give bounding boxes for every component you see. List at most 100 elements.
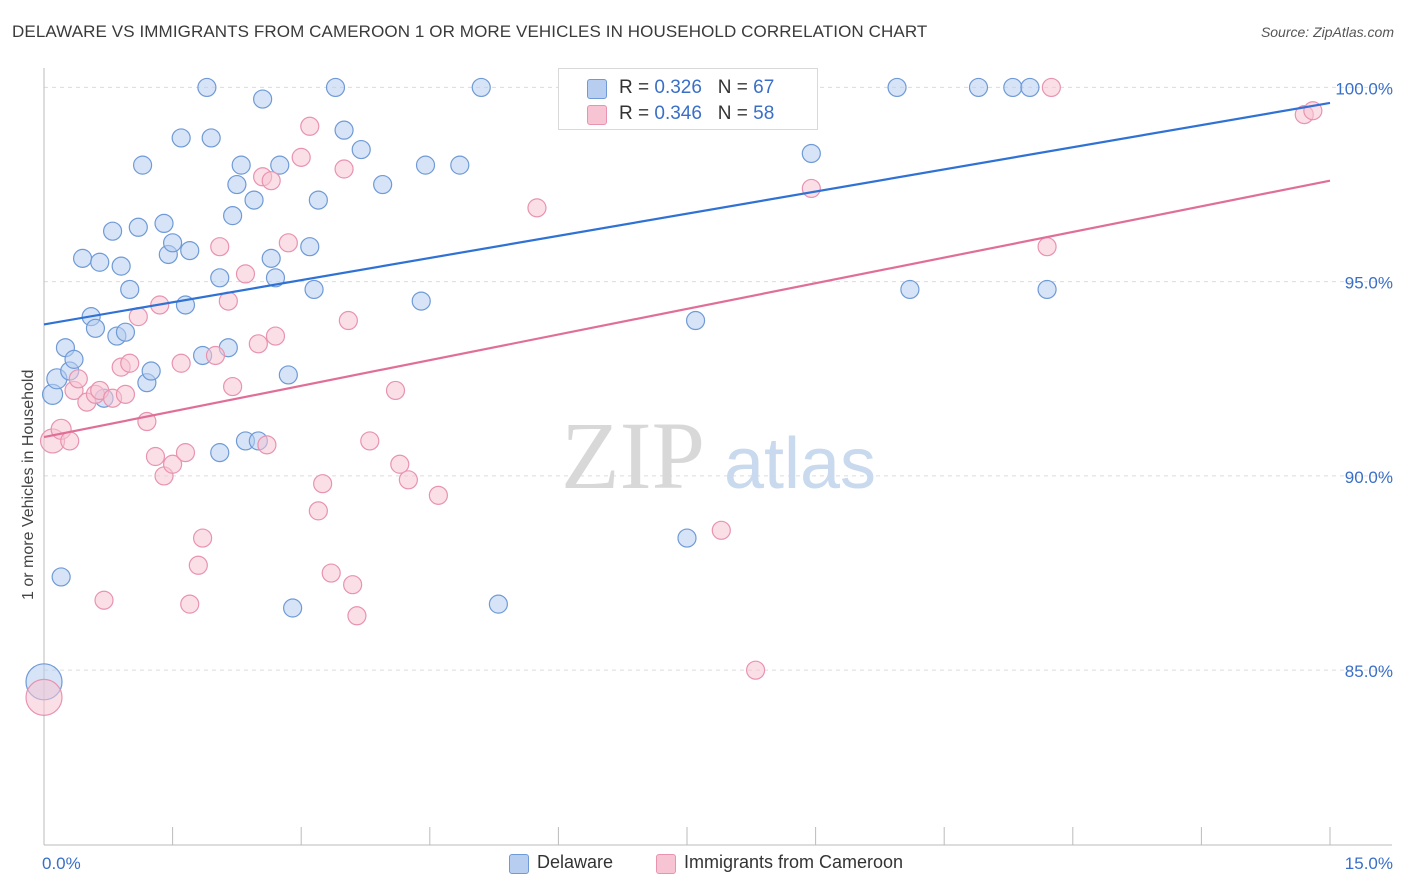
point-delaware [128, 217, 148, 237]
point-delaware [265, 268, 286, 288]
point-delaware [64, 349, 84, 369]
point-cameroon [235, 264, 256, 284]
point-delaware [120, 279, 140, 300]
point-delaware [415, 155, 436, 175]
legend-n-label: N = [717, 77, 754, 98]
point-delaware [102, 221, 123, 241]
x-tick-label-max: 15.0% [1345, 854, 1393, 873]
point-delaware [283, 598, 303, 618]
point-delaware [373, 174, 393, 195]
point-delaware [351, 139, 371, 160]
point-delaware [887, 77, 907, 98]
point-delaware [180, 240, 200, 261]
point-delaware [201, 128, 221, 148]
point-delaware [801, 143, 821, 164]
point-cameroon [390, 454, 410, 474]
point-delaware [51, 567, 71, 587]
point-cameroon [180, 594, 200, 614]
watermark: ZIP atlas [561, 402, 876, 509]
y-axis-label: 1 or more Vehicles in Household [20, 369, 37, 600]
point-cameroon [360, 431, 380, 451]
point-delaware [231, 155, 251, 175]
legend-r-label: R = [619, 103, 655, 124]
point-delaware [450, 155, 470, 175]
legend-swatch-pink [587, 105, 607, 125]
legend-r-value-cameroon: 0.346 [654, 103, 702, 124]
point-delaware [244, 190, 264, 210]
trend-lines [43, 101, 1331, 439]
point-delaware [325, 77, 346, 98]
point-delaware [900, 279, 920, 300]
legend-label-delaware: Delaware [537, 852, 614, 872]
point-cameroon [60, 431, 80, 451]
point-cameroon [347, 606, 367, 626]
point-cameroon [188, 555, 208, 575]
point-delaware [278, 365, 298, 385]
point-delaware [72, 248, 93, 268]
point-cameroon [398, 470, 418, 490]
point-delaware [411, 291, 431, 311]
point-delaware [227, 174, 247, 195]
point-delaware [270, 155, 290, 175]
y-tick-label: 100.0% [1335, 79, 1393, 98]
point-cameroon [163, 454, 183, 474]
legend-n-value-cameroon: 58 [753, 103, 775, 124]
point-delaware [111, 256, 131, 276]
point-cameroon [265, 326, 286, 346]
point-delaware [1020, 77, 1040, 98]
point-cameroon [205, 345, 226, 366]
point-delaware [308, 190, 328, 210]
point-delaware [300, 237, 320, 257]
point-delaware [210, 443, 230, 463]
point-cameroon [291, 147, 311, 167]
legend-swatch-pink [656, 854, 676, 874]
correlation-legend: R = 0.326 N = 67 R = 0.346 N = 58 [558, 68, 818, 130]
point-cameroon [120, 353, 140, 373]
point-delaware [471, 77, 491, 98]
y-tick-label: 90.0% [1345, 468, 1393, 487]
legend-r-value-delaware: 0.326 [654, 77, 702, 98]
point-cameroon [801, 178, 821, 199]
point-delaware [488, 594, 508, 614]
point-cameroon [210, 237, 230, 257]
point-cameroon [115, 384, 136, 404]
point-delaware [1037, 279, 1057, 300]
point-cameroon [193, 528, 213, 548]
point-delaware [1003, 77, 1023, 98]
y-tick-label: 95.0% [1345, 274, 1393, 293]
trend-line-delaware [43, 101, 1331, 326]
point-cameroon [1037, 237, 1057, 257]
point-delaware [223, 206, 243, 226]
point-cameroon [1041, 77, 1061, 98]
point-cameroon [68, 369, 88, 389]
watermark-atlas: atlas [724, 424, 876, 504]
trend-line-cameroon [43, 179, 1331, 439]
point-delaware [90, 252, 110, 272]
point-cameroon [300, 116, 320, 136]
point-cameroon [308, 501, 328, 521]
point-cameroon [25, 678, 63, 716]
point-delaware [968, 77, 989, 98]
legend-swatch-blue [587, 79, 607, 99]
point-delaware [115, 322, 136, 342]
point-cameroon [94, 590, 114, 610]
point-delaware [210, 268, 230, 288]
tick-labels: 85.0% 90.0% 95.0% 100.0% 0.0% 15.0% [42, 79, 1393, 873]
point-delaware [141, 361, 161, 381]
point-delaware [685, 310, 706, 331]
point-cameroon [257, 435, 277, 455]
point-delaware [132, 155, 153, 175]
point-delaware [677, 528, 697, 548]
point-cameroon [385, 380, 406, 401]
point-delaware [154, 213, 174, 233]
legend-label-cameroon: Immigrants from Cameroon [684, 852, 904, 872]
gridlines [44, 86, 1392, 671]
source-note: Source: ZipAtlas.com [1260, 24, 1394, 40]
legend-swatch-blue [509, 854, 529, 874]
point-cameroon [261, 171, 281, 191]
point-cameroon [334, 159, 354, 179]
legend-n-label: N = [717, 103, 754, 124]
series-delaware [25, 77, 1057, 701]
y-tick-label: 85.0% [1345, 662, 1393, 681]
